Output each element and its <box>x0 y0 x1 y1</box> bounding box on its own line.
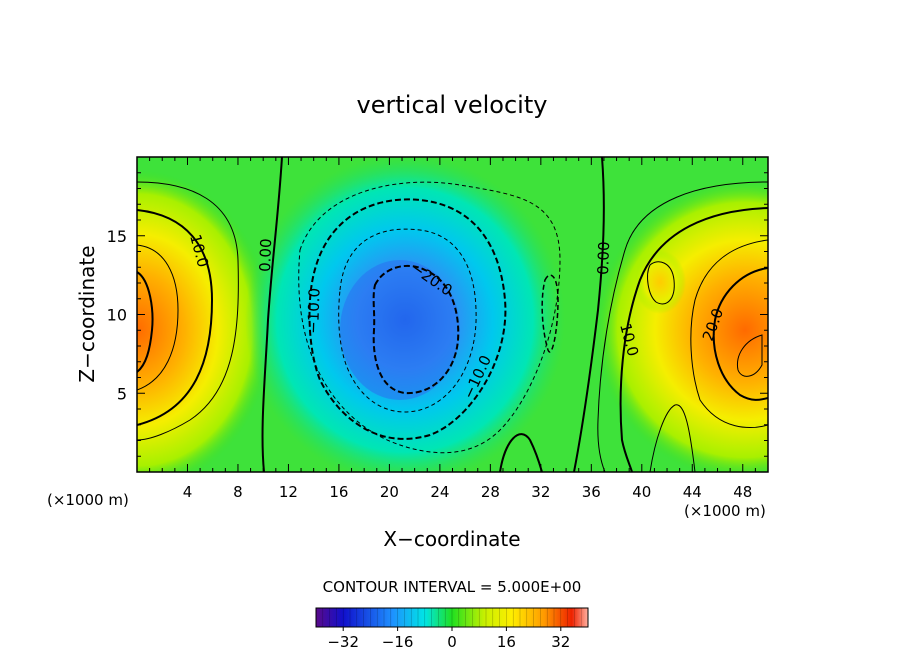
contour-right-20 <box>712 267 768 401</box>
contour-right-10 <box>619 207 768 472</box>
contour-left-15 <box>137 244 179 391</box>
x-axis-label: X−coordinate <box>383 527 520 551</box>
x-tick-label: 48 <box>733 483 752 501</box>
contour-right-15 <box>690 239 768 428</box>
x-tick-label: 36 <box>582 483 601 501</box>
y-axis: 5 10 15 <box>107 172 768 457</box>
x-axis: 4 8 12 16 20 24 28 32 36 40 44 48 <box>149 157 756 501</box>
x-tick-label: 44 <box>683 483 702 501</box>
positive-cell-right <box>595 180 768 472</box>
colorbar-ticks: −32 −16 0 16 32 <box>322 608 582 651</box>
contour-right-small <box>647 261 675 305</box>
contour-right-25 <box>736 334 763 377</box>
x-tick-label: 4 <box>183 483 193 501</box>
contour-left-5 <box>137 181 239 441</box>
positive-cell-left <box>137 170 272 472</box>
negative-core <box>340 260 460 400</box>
x-tick-label: 16 <box>329 483 348 501</box>
contour-neg-small <box>541 274 559 353</box>
x-tick-label: 8 <box>233 483 243 501</box>
y-tick-label: 15 <box>107 227 127 246</box>
zero-contour-bottom <box>499 433 543 472</box>
colorbar-tick-label: 32 <box>551 633 570 651</box>
contour-neg-10 <box>308 198 507 440</box>
y-axis-label: Z−coordinate <box>75 245 99 382</box>
x-tick-label: 12 <box>279 483 298 501</box>
x-tick-label: 40 <box>632 483 651 501</box>
contour-right-5 <box>597 181 768 472</box>
contour-label-2: 0.00 <box>256 238 275 272</box>
positive-cell-small <box>634 250 686 314</box>
contour-label-6: 0.00 <box>594 241 613 275</box>
contour-label-3: −10.0 <box>304 288 324 335</box>
zero-contour-right <box>573 157 605 472</box>
contour-neg-20 <box>372 264 460 395</box>
colorbar-tick-label: 16 <box>497 633 516 651</box>
contour-left-10 <box>137 209 214 426</box>
x-unit-left: (×1000 m) <box>47 491 129 509</box>
contour-interval-text: CONTOUR INTERVAL = 5.000E+00 <box>323 578 582 596</box>
colorbar-tick-label: 0 <box>447 633 457 651</box>
contour-left-20 <box>137 271 154 373</box>
x-tick-label: 24 <box>430 483 449 501</box>
colorbar-tick-label: −32 <box>327 633 359 651</box>
contour-right-wiggle <box>649 404 696 472</box>
x-tick-label: 28 <box>481 483 500 501</box>
y-tick-label: 5 <box>117 384 127 403</box>
x-tick-label: 32 <box>531 483 550 501</box>
x-unit-right: (×1000 m) <box>684 502 766 520</box>
colorbar-tick-label: −16 <box>382 633 414 651</box>
plot-area <box>137 157 768 472</box>
zero-contour-left <box>261 157 283 472</box>
chart-title: vertical velocity <box>357 91 548 119</box>
y-tick-label: 10 <box>107 306 127 325</box>
contour-neg-5 <box>298 181 561 454</box>
x-tick-label: 20 <box>380 483 399 501</box>
contour-neg-15 <box>338 228 477 413</box>
